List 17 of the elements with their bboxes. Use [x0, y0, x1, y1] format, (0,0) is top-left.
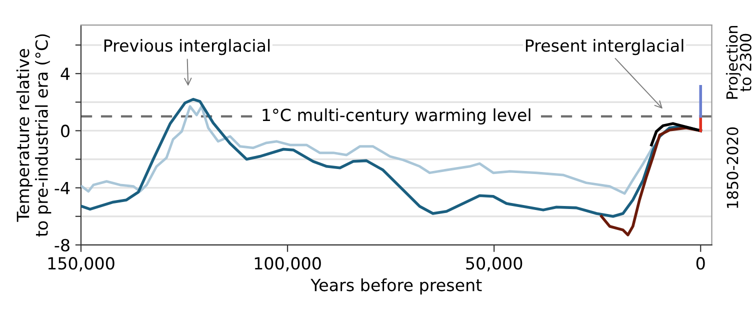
- line-series: [650, 122, 702, 146]
- y-tick-label: -4: [54, 182, 70, 194]
- y-tick-label: 4: [60, 68, 70, 80]
- y-tick-label: -8: [54, 238, 70, 252]
- line-series: [80, 105, 654, 195]
- annotation: Previous interglacial: [104, 38, 270, 56]
- x-tick-label: 100,000: [254, 257, 321, 272]
- y-tick-label: 0: [61, 124, 70, 138]
- ref-line-label: 1°C multi-century warming level: [262, 108, 530, 124]
- annotation: Present interglacial: [526, 38, 684, 56]
- text: Projection to 2300: [726, 26, 752, 99]
- x-tick-label: 150,000: [48, 257, 114, 272]
- x-axis-title: Years before present: [310, 278, 482, 295]
- y-axis-title: Temperature relative to pre-industrial era (°C): [16, 34, 52, 237]
- x-tick-label: 0: [696, 257, 705, 270]
- x-tick-label: 50,000: [466, 257, 522, 272]
- text: 1850-2020: [726, 127, 738, 208]
